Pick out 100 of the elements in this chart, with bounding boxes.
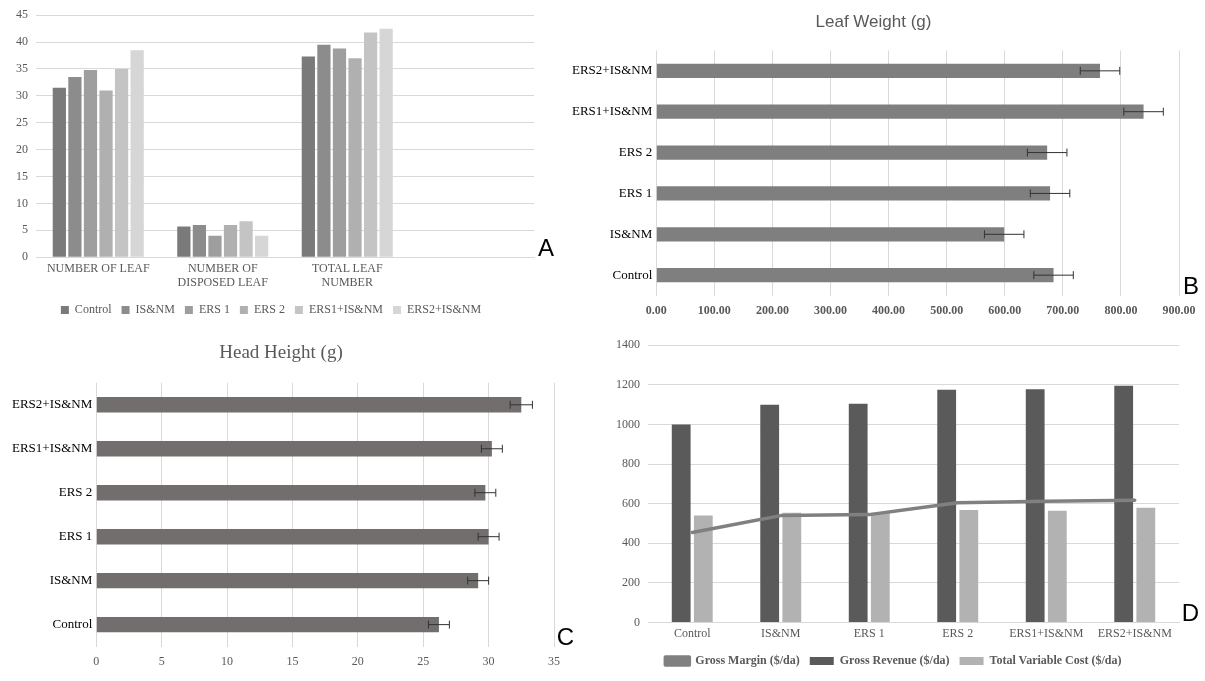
x-tick-label: 15 — [286, 653, 299, 668]
bar — [96, 572, 479, 589]
bar — [1047, 510, 1067, 623]
y-tick-label: IS&NM — [609, 225, 653, 241]
text: B — [1182, 272, 1199, 300]
bar — [192, 224, 207, 257]
bar — [656, 63, 1101, 78]
bar — [317, 44, 331, 257]
bar — [99, 90, 113, 257]
x-tick-label: NUMBER OF LEAF — [46, 260, 150, 275]
y-tick-label: 10 — [16, 195, 28, 210]
y-tick-label: IS&NM — [49, 572, 93, 588]
bar — [782, 512, 802, 623]
bar — [223, 224, 238, 257]
y-tick-label: 0 — [22, 249, 28, 264]
legend-label: Gross Revenue ($/da) — [839, 653, 950, 668]
x-tick-label: 10 — [221, 653, 234, 668]
x-tick-label: 25 — [417, 653, 430, 668]
text: A — [537, 233, 554, 261]
x-tick-label: TOTAL LEAF NUMBER — [311, 260, 383, 289]
y-tick-label: 25 — [16, 114, 28, 129]
x-tick-label: 400.00 — [872, 302, 906, 317]
x-tick-label: 100.00 — [697, 302, 731, 317]
bar — [96, 528, 489, 545]
y-tick-label: 800 — [622, 456, 640, 471]
bar — [177, 226, 191, 257]
bar — [760, 404, 780, 623]
y-tick-label: ERS1+IS&NM — [11, 440, 93, 456]
bar — [96, 485, 486, 501]
x-tick-label: 600.00 — [988, 302, 1022, 317]
bar — [1025, 389, 1045, 623]
x-tick-label: IS&NM — [761, 625, 801, 640]
y-tick-label: 15 — [16, 168, 28, 183]
bar — [348, 58, 362, 257]
x-tick-label: 30 — [482, 653, 495, 668]
y-tick-label: 45 — [16, 7, 28, 22]
bar — [693, 515, 713, 623]
x-tick-label: ERS2+IS&NM — [1097, 625, 1173, 640]
y-tick-label: ERS 1 — [58, 528, 93, 544]
bar — [656, 145, 1048, 160]
bar — [68, 77, 82, 257]
x-tick-label: 20 — [351, 653, 364, 668]
text: D — [1181, 599, 1199, 627]
bar — [656, 186, 1051, 201]
bar — [656, 104, 1144, 119]
x-tick-label: ERS 2 — [942, 625, 974, 640]
x-tick-label: 35 — [548, 653, 560, 668]
y-tick-label: 0 — [634, 614, 640, 629]
text: C — [556, 623, 574, 651]
bar — [848, 403, 868, 623]
bar — [52, 87, 66, 257]
bar — [239, 221, 253, 257]
x-tick-label: 0.00 — [645, 302, 667, 317]
x-tick-label: NUMBER OF DISPOSED LEAF — [177, 260, 269, 289]
bar — [114, 68, 129, 257]
y-tick-label: 1200 — [616, 376, 640, 391]
y-tick-label: 1400 — [616, 337, 640, 352]
bar — [96, 441, 492, 457]
x-tick-label: 700.00 — [1046, 302, 1080, 317]
x-tick-label: 200.00 — [755, 302, 789, 317]
bar — [656, 227, 1005, 242]
y-tick-label: 30 — [16, 88, 28, 103]
chart-title: Leaf Weight (g) — [815, 11, 932, 31]
bar — [656, 268, 1054, 283]
x-tick-label: 900.00 — [1162, 302, 1196, 317]
bar — [301, 56, 315, 257]
bar — [870, 512, 890, 623]
bar — [208, 235, 222, 257]
y-tick-label: ERS 2 — [618, 143, 653, 159]
y-tick-label: 600 — [622, 495, 640, 510]
y-tick-label: ERS 1 — [618, 184, 653, 200]
x-tick-label: 5 — [158, 653, 165, 668]
y-tick-label: 400 — [622, 535, 640, 550]
y-tick-label: 35 — [16, 61, 28, 76]
y-tick-label: ERS 2 — [58, 484, 93, 500]
bar — [671, 424, 691, 623]
bar — [332, 48, 347, 257]
x-tick-label: Control — [673, 625, 712, 640]
y-tick-label: ERS2+IS&NM — [571, 62, 653, 78]
bar — [937, 389, 957, 623]
y-tick-label: 5 — [22, 222, 28, 237]
bar — [363, 32, 378, 257]
bar — [83, 70, 98, 257]
y-tick-label: 40 — [16, 34, 28, 49]
chart-title: Head Height (g) — [219, 341, 343, 364]
bar — [1114, 385, 1134, 623]
y-tick-label: 200 — [622, 575, 640, 590]
x-tick-label: 800.00 — [1104, 302, 1138, 317]
x-tick-label: ERS 1 — [853, 625, 885, 640]
y-tick-label: ERS2+IS&NM — [11, 396, 93, 412]
y-tick-label: 20 — [16, 141, 28, 156]
legend-label: Total Variable Cost ($/da) — [989, 653, 1122, 668]
bar — [255, 235, 269, 257]
x-tick-label: ERS1+IS&NM — [1009, 625, 1084, 640]
x-tick-label: 500.00 — [930, 302, 964, 317]
bar — [959, 510, 979, 623]
legend-label: Gross Margin ($/da) — [695, 653, 800, 668]
y-tick-label: ERS1+IS&NM — [571, 103, 653, 119]
y-tick-label: 1000 — [616, 416, 640, 431]
bar — [96, 616, 439, 633]
